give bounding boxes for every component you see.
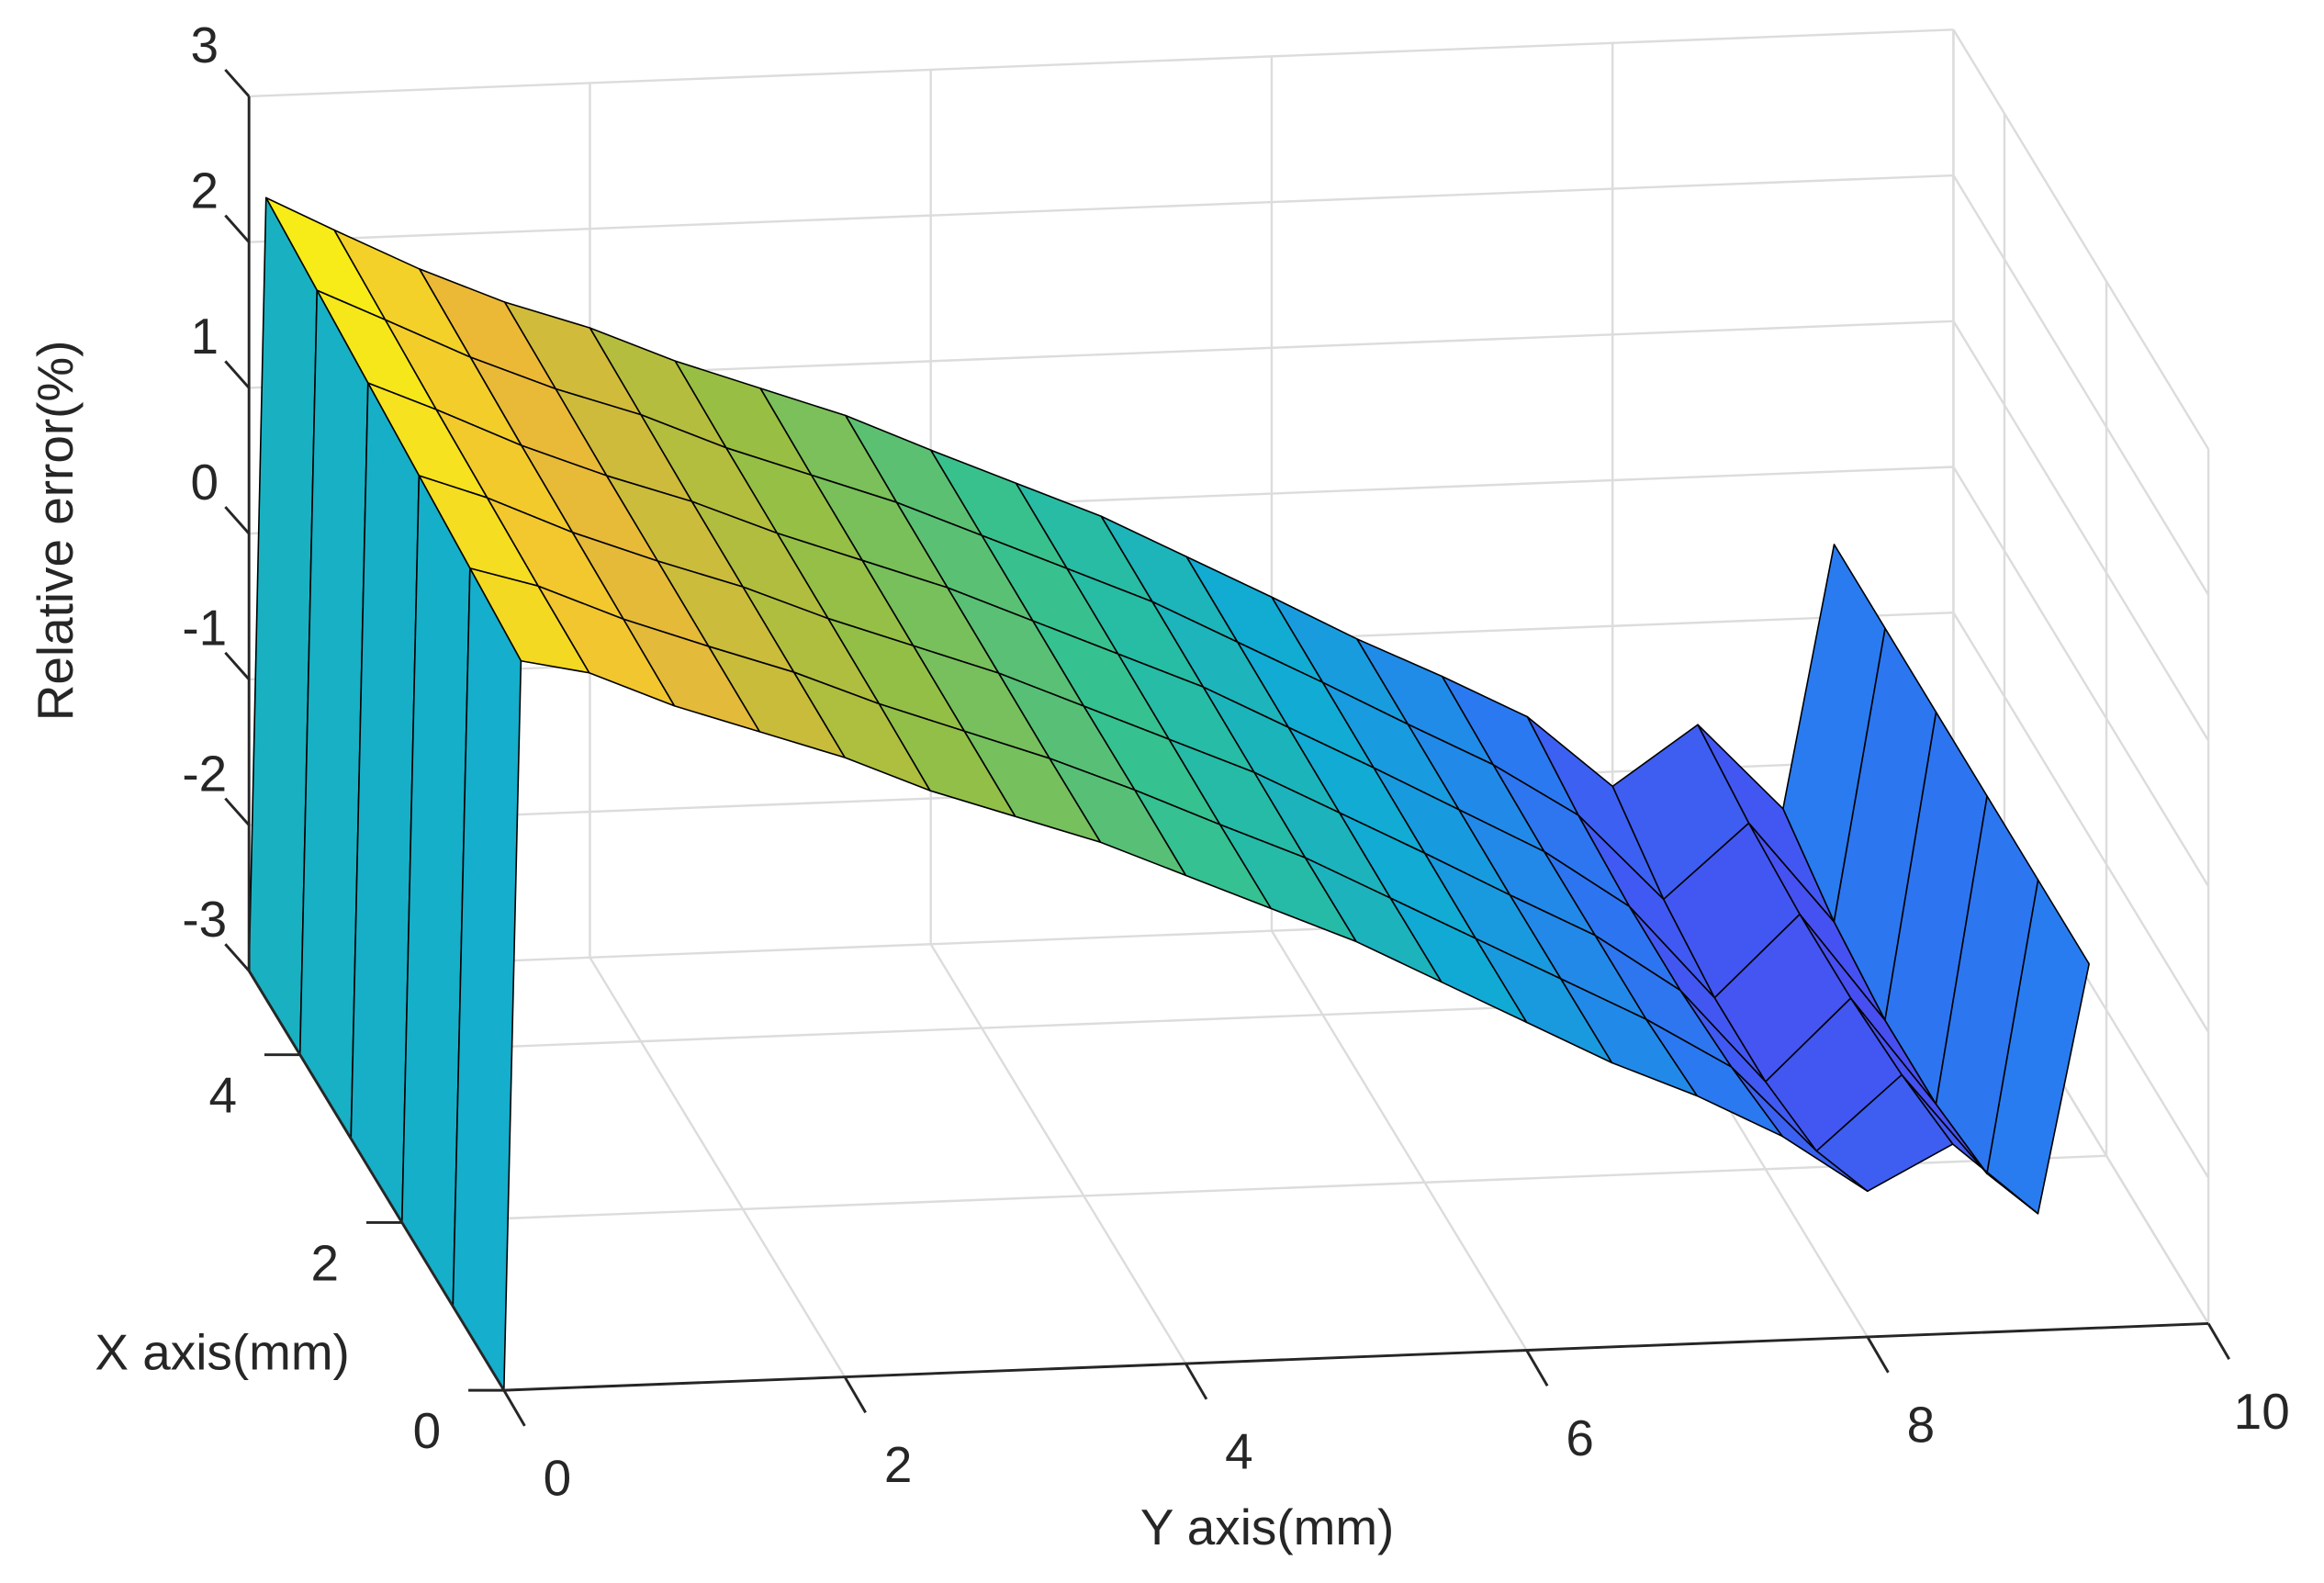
x-axis-title: X axis(mm) [95,1323,349,1380]
z-tick [224,506,251,535]
z-tick-label: 3 [190,17,219,73]
grid-line [589,957,847,1378]
grid-line [249,174,1954,243]
y-tick-label: 0 [544,1450,572,1507]
grid-line [401,1154,2107,1224]
y-tick-label: 4 [1225,1423,1253,1480]
y-tick-label: 10 [2234,1383,2290,1440]
y-tick [1525,1349,1549,1387]
y-tick-label: 2 [884,1436,913,1493]
y-tick [843,1375,867,1414]
y-tick-label: 6 [1566,1409,1594,1466]
y-tick [502,1389,526,1427]
z-tick-label: 0 [190,454,219,511]
surface [248,196,2090,1391]
grid [247,28,2210,1392]
z-tick [224,651,251,680]
z-tick [224,68,251,97]
grid-line [929,943,1187,1364]
z-tick [224,360,251,389]
x-axis-line [247,970,506,1391]
axes: -3 -2 -1 0 1 2 3 0 2 4 0 2 4 6 8 10 [182,17,2289,1507]
z-tick-label: -2 [182,745,227,802]
z-tick [224,214,251,243]
y-tick [1184,1363,1208,1400]
z-axis-title: Relative error(%) [27,341,84,722]
grid-line [1952,320,2210,742]
grid-line [1952,28,2210,450]
z-tick [224,797,251,826]
grid-line [249,28,1954,98]
x-tick-label: 4 [209,1067,238,1124]
grid-line [1270,930,1528,1352]
y-axis-title: Y axis(mm) [1140,1499,1394,1555]
y-tick [1866,1336,1890,1374]
grid-line [1952,174,2210,596]
y-axis-line [503,1322,2209,1392]
grid-line [1952,612,2210,1033]
y-tick-label: 8 [1907,1397,1936,1454]
x-tick-label: 2 [311,1234,340,1291]
grid-line [1952,466,2210,887]
z-tick-label: 1 [190,308,219,365]
z-tick-label: 2 [190,163,219,219]
x-tick-label: 0 [413,1402,442,1459]
z-tick [224,943,251,972]
y-tick [2206,1322,2230,1360]
z-tick-label: -1 [182,600,227,657]
z-tick-label: -3 [182,891,227,948]
